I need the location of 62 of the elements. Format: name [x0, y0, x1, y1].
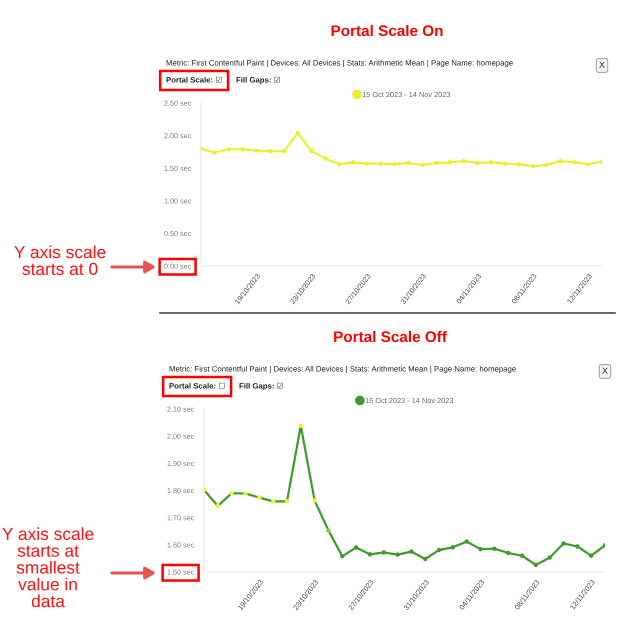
point	[478, 546, 483, 552]
point	[364, 161, 370, 166]
point	[434, 160, 438, 166]
point	[464, 539, 469, 544]
text: Y axis scale starts at smallest value in data	[2, 527, 94, 608]
point	[503, 161, 508, 166]
point	[368, 552, 372, 557]
point	[558, 158, 563, 164]
point	[575, 544, 580, 549]
text: X	[599, 62, 605, 68]
point	[257, 495, 262, 500]
point	[544, 162, 549, 168]
point	[530, 164, 536, 168]
point	[489, 160, 494, 165]
point	[309, 149, 314, 154]
point	[586, 162, 590, 166]
point	[243, 491, 248, 496]
text: Y axis scale starts at 0	[14, 246, 106, 276]
point	[450, 545, 456, 550]
point	[216, 504, 220, 508]
point	[475, 160, 480, 166]
point	[312, 498, 317, 503]
point	[350, 160, 356, 165]
point	[212, 150, 218, 155]
point	[284, 499, 290, 504]
point	[561, 541, 566, 546]
point	[516, 162, 522, 166]
point	[298, 424, 303, 428]
point	[229, 491, 234, 496]
point	[534, 562, 538, 568]
point	[395, 552, 400, 557]
point	[382, 550, 386, 555]
point	[270, 499, 276, 504]
point	[326, 528, 331, 533]
point	[354, 545, 358, 550]
point	[296, 130, 300, 136]
point	[406, 160, 411, 166]
point	[520, 554, 524, 558]
point	[340, 554, 344, 558]
chart-title: Portal Scale On	[332, 24, 443, 36]
text: X	[602, 368, 608, 374]
point	[423, 556, 428, 562]
point	[254, 148, 259, 153]
point	[268, 149, 272, 154]
point	[337, 162, 342, 166]
point	[588, 554, 594, 558]
point	[462, 158, 466, 164]
point	[282, 149, 286, 154]
point	[392, 162, 397, 166]
point	[436, 548, 442, 552]
point	[572, 160, 577, 165]
point	[409, 549, 414, 554]
point	[378, 161, 383, 166]
point	[226, 147, 231, 152]
point	[492, 546, 497, 551]
point	[420, 162, 424, 168]
chart-title: Portal Scale Off	[334, 330, 447, 342]
point	[448, 160, 452, 165]
point	[323, 156, 328, 161]
point	[506, 550, 510, 556]
point	[240, 147, 245, 152]
point	[547, 555, 552, 560]
